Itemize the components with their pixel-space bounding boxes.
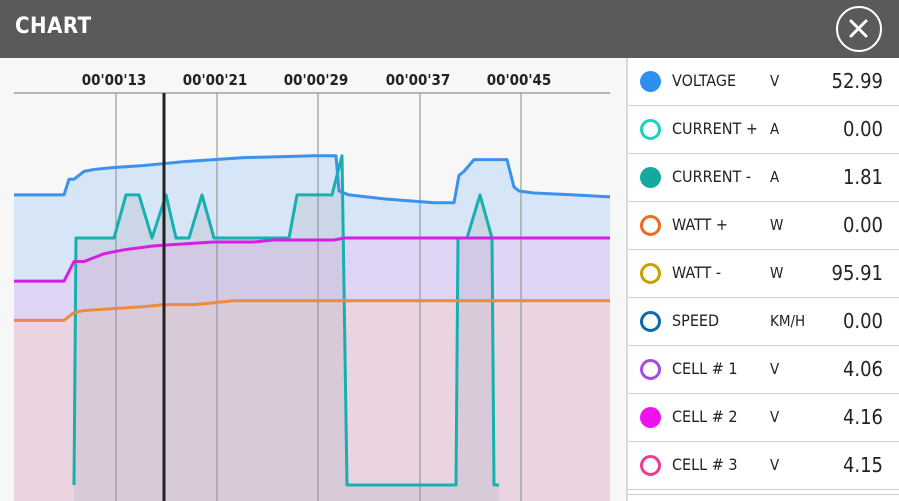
legend-item-cell-2[interactable]: CELL # 2 V 4.16 — [628, 394, 899, 442]
ring-circle-icon — [640, 359, 661, 380]
legend-item-name: CURRENT - — [672, 167, 752, 186]
legend-item-name: SPEED — [672, 311, 720, 330]
legend-item-name: CURRENT + — [672, 119, 758, 138]
legend-item-value: 4.16 — [842, 405, 883, 429]
page-title: CHART — [15, 14, 92, 39]
legend-item-value: 0.00 — [842, 309, 883, 333]
legend-item-unit: A — [770, 120, 780, 138]
legend-item-cell-1[interactable]: CELL # 1 V 4.06 — [628, 346, 899, 394]
legend-item-speed[interactable]: SPEED KM/H 0.00 — [628, 298, 899, 346]
series-line-0 — [14, 154, 611, 205]
series-line-2 — [14, 236, 610, 283]
legend-item-name: WATT - — [672, 263, 722, 282]
legend-item-value: 0.00 — [842, 213, 883, 237]
legend-item-unit: V — [770, 72, 780, 90]
legend-item-name: CELL # 1 — [672, 359, 738, 378]
ring-circle-icon — [640, 119, 661, 140]
chart-header: CHART — [0, 0, 899, 58]
legend-more-row — [628, 494, 899, 501]
legend-item-watt-plus[interactable]: WATT + W 0.00 — [628, 202, 899, 250]
series-line-1 — [72, 154, 499, 487]
legend-item-name: VOLTAGE — [672, 71, 737, 90]
legend-item-current-plus[interactable]: CURRENT + A 0.00 — [628, 106, 899, 154]
legend-item-current-minus[interactable]: CURRENT - A 1.81 — [628, 154, 899, 202]
legend-item-unit: V — [770, 408, 780, 426]
current-area — [74, 155, 499, 501]
x-tick-label: 00'00'21 — [183, 71, 248, 89]
legend-item-name: CELL # 3 — [672, 455, 738, 474]
ring-circle-icon — [640, 455, 661, 476]
legend-item-unit: KM/H — [770, 312, 806, 330]
line-chart[interactable]: 00'00'13 00'00'21 00'00'29 00'00'37 00'00'45 — [0, 58, 626, 501]
legend-panel: VOLTAGE V 52.99 CURRENT + A 0.00 CURRENT - A 1.8… — [626, 58, 899, 501]
filled-circle-icon — [640, 71, 661, 92]
x-tick-label: 00'00'29 — [284, 71, 349, 89]
legend-item-unit: V — [770, 456, 780, 474]
close-button[interactable] — [836, 6, 882, 52]
legend-item-value: 95.91 — [831, 261, 884, 285]
legend-item-value: 4.15 — [842, 453, 883, 477]
legend-item-unit: W — [770, 264, 784, 282]
ring-circle-icon — [640, 311, 661, 332]
ring-circle-icon — [640, 215, 661, 236]
legend-item-unit: A — [770, 168, 780, 186]
x-tick-label: 00'00'13 — [82, 71, 147, 89]
x-tick-label: 00'00'37 — [386, 71, 451, 89]
filled-circle-icon — [640, 167, 661, 188]
x-tick-label: 00'00'45 — [487, 71, 552, 89]
legend-item-unit: W — [770, 216, 784, 234]
legend-item-value: 4.06 — [842, 357, 883, 381]
legend-item-value: 1.81 — [842, 165, 883, 189]
legend-item-cell-3[interactable]: CELL # 3 V 4.15 — [628, 442, 899, 490]
legend-item-value: 0.00 — [842, 117, 883, 141]
close-icon — [849, 19, 868, 38]
legend-item-value: 52.99 — [831, 69, 884, 93]
ring-circle-icon — [640, 263, 661, 284]
filled-circle-icon — [640, 407, 661, 428]
legend-item-name: WATT + — [672, 215, 728, 234]
series-line-3 — [14, 299, 610, 322]
chart-area[interactable]: 00'00'13 00'00'21 00'00'29 00'00'37 00'00'45 — [0, 58, 626, 501]
legend-item-name: CELL # 2 — [672, 407, 738, 426]
legend-item-voltage[interactable]: VOLTAGE V 52.99 — [628, 58, 899, 106]
legend-item-watt-minus[interactable]: WATT - W 95.91 — [628, 250, 899, 298]
legend-item-unit: V — [770, 360, 780, 378]
